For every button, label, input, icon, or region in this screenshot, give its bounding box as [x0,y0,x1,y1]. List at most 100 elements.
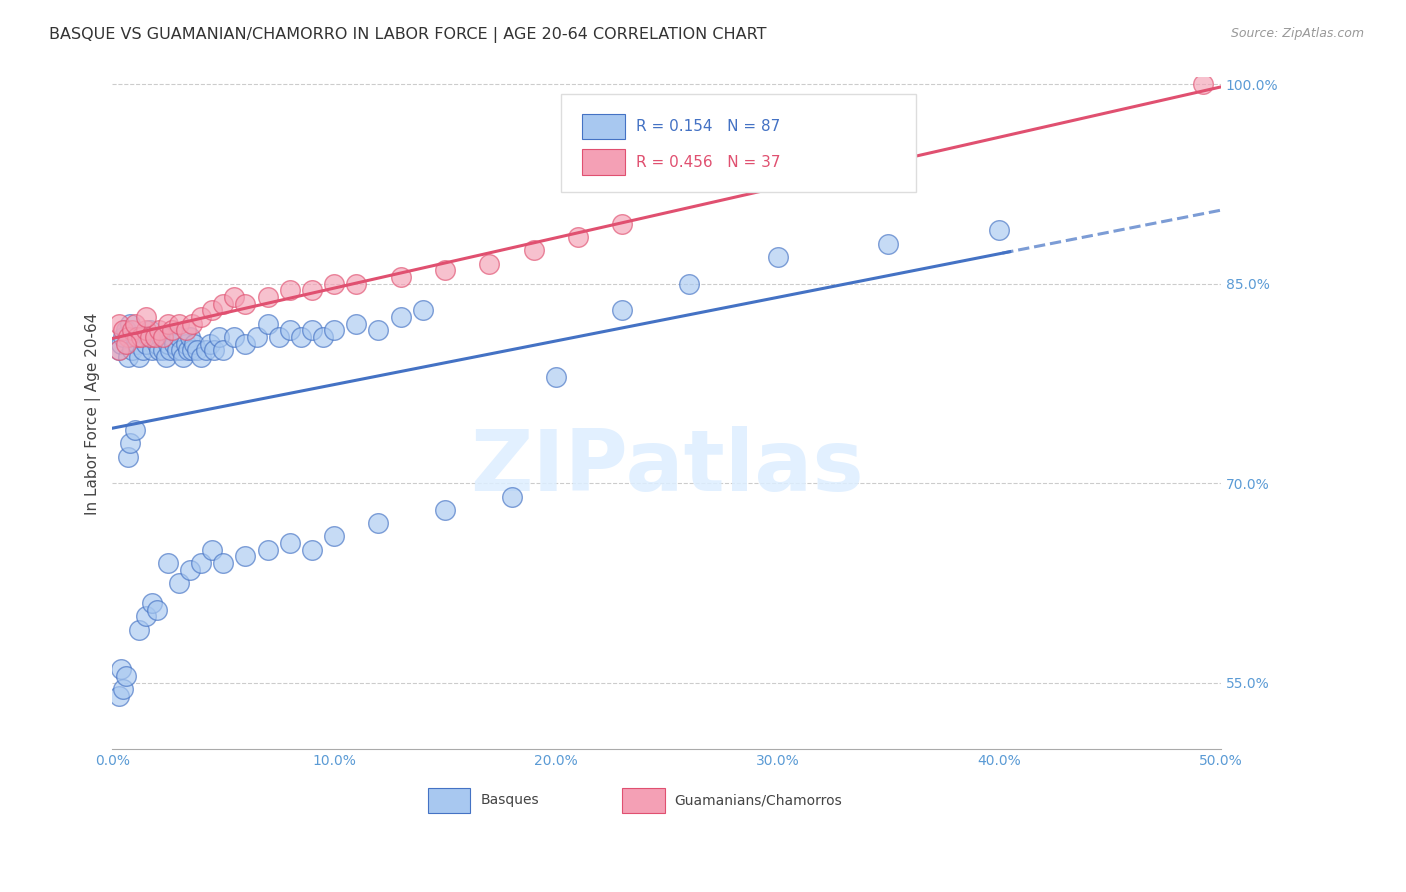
Point [148,343,170,358]
Point [212,556,235,570]
FancyBboxPatch shape [623,788,665,814]
Point [224,330,246,344]
Point [179,563,201,577]
Point [301,323,323,337]
Point [108,317,131,331]
Point [433,263,456,277]
Point [198,336,221,351]
Point [110,336,132,351]
Point [117,330,139,344]
Point [135,609,157,624]
Point [108,689,131,703]
Point [186,343,208,358]
Point [412,303,434,318]
Point [256,290,278,304]
Point [108,343,131,358]
Point [112,323,135,337]
Point [267,330,290,344]
Point [183,336,205,351]
Point [121,323,143,337]
FancyBboxPatch shape [429,788,471,814]
Point [145,336,167,351]
Point [245,330,267,344]
Point [323,323,346,337]
Point [323,277,346,291]
Point [256,542,278,557]
Point [162,330,184,344]
Point [181,317,204,331]
Point [166,343,188,358]
Point [132,343,155,358]
Point [389,270,412,285]
Point [567,230,589,244]
Text: R = 0.154   N = 87: R = 0.154 N = 87 [636,119,780,134]
Point [120,317,142,331]
Point [202,343,225,358]
Point [128,350,150,364]
Point [190,310,212,324]
Point [301,542,323,557]
Text: Basques: Basques [481,793,538,807]
Point [124,330,146,344]
Point [170,343,193,358]
Point [766,250,789,264]
Point [201,303,224,318]
Point [143,330,166,344]
Point [145,602,167,616]
Text: R = 0.456   N = 37: R = 0.456 N = 37 [636,154,780,169]
Point [152,330,174,344]
Point [121,343,143,358]
Point [389,310,412,324]
Point [235,296,257,310]
Point [117,450,139,464]
Point [212,296,235,310]
Point [235,336,257,351]
Point [544,369,567,384]
Point [367,323,389,337]
Point [344,277,367,291]
Point [290,330,312,344]
Point [678,277,700,291]
Point [163,336,186,351]
Point [108,343,131,358]
Point [117,350,139,364]
Text: Source: ZipAtlas.com: Source: ZipAtlas.com [1230,27,1364,40]
Point [877,236,900,251]
Point [156,317,179,331]
Point [174,323,197,337]
Point [312,330,335,344]
Point [323,529,346,543]
Point [125,336,148,351]
Point [177,343,200,358]
FancyBboxPatch shape [582,149,624,175]
Point [125,330,148,344]
Point [501,490,523,504]
Point [167,330,190,344]
Point [112,682,135,697]
Point [172,350,194,364]
Point [162,323,184,337]
Point [367,516,389,530]
Point [136,330,159,344]
Point [141,343,163,358]
Point [201,542,224,557]
Point [612,217,634,231]
Point [150,330,173,344]
Point [156,336,179,351]
Point [235,549,257,564]
Point [208,330,231,344]
Point [141,596,163,610]
Point [278,536,301,550]
Point [179,330,201,344]
Point [181,343,204,358]
Point [129,330,152,344]
Point [114,323,136,337]
Point [156,556,179,570]
Point [224,290,246,304]
Point [159,343,181,358]
Point [278,283,301,297]
Point [129,330,152,344]
Point [612,303,634,318]
Point [120,436,142,450]
Point [478,257,501,271]
